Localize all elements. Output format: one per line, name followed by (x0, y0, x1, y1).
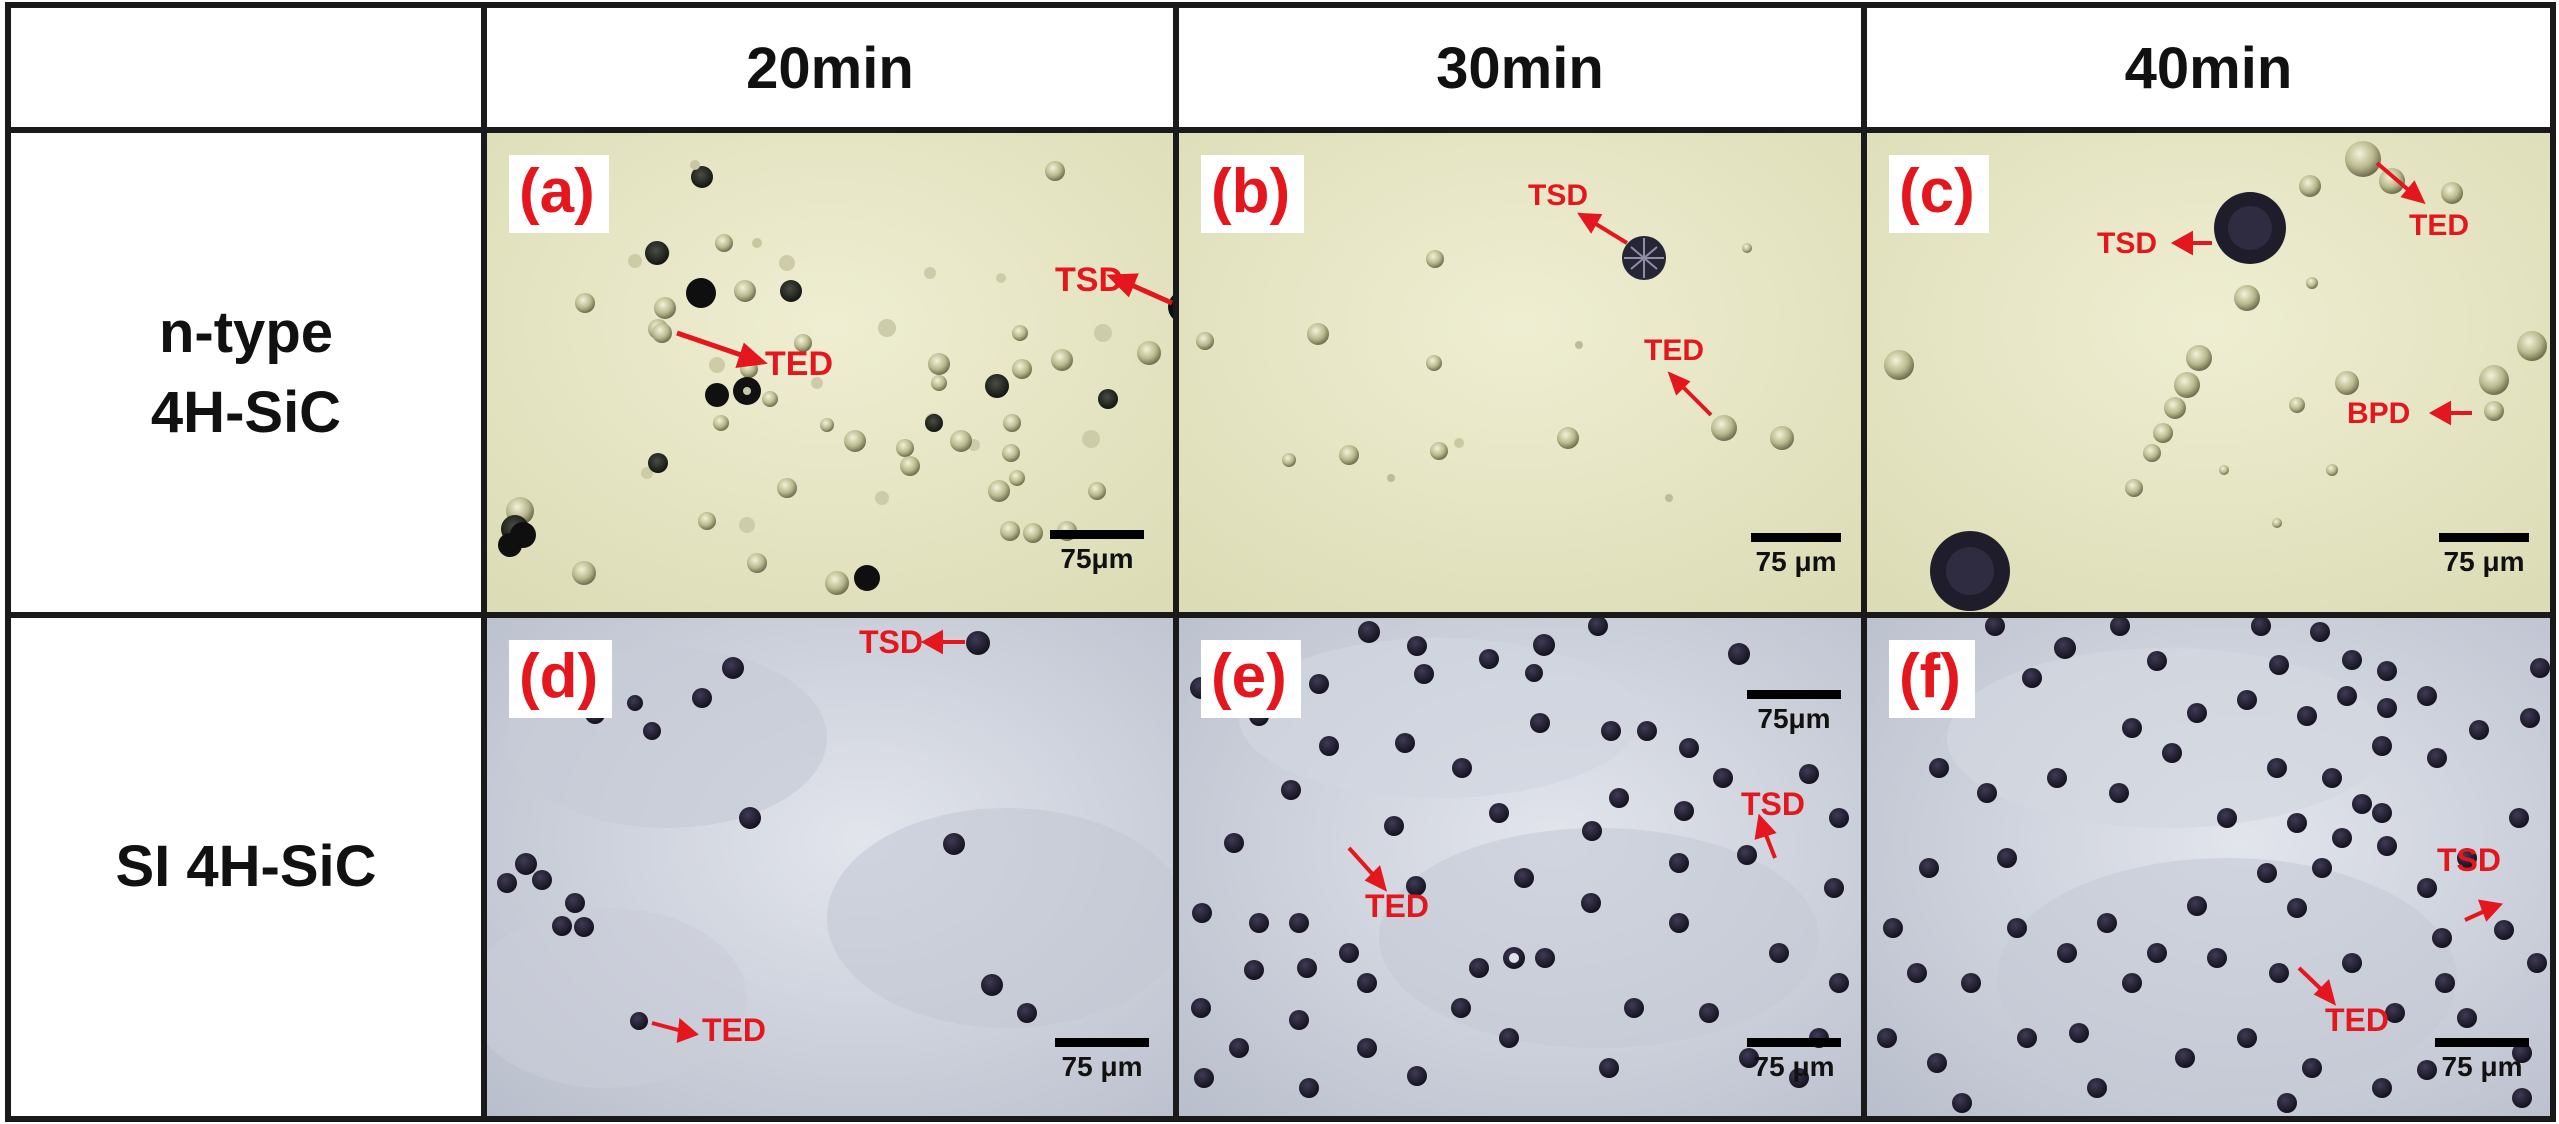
defect-label-tsd: TSD (1528, 179, 1588, 212)
micrograph-panel-e: (e) 75μm TSD TED 75 μm (1179, 618, 1861, 1116)
row-header-si: SI 4H-SiC (11, 618, 481, 1116)
column-header-20min: 20min (746, 35, 914, 101)
row-header-line1: n-type (159, 300, 333, 365)
panel-letter-c: (c) (1889, 155, 1989, 233)
scale-bar-label: 75 μm (2443, 546, 2525, 577)
scale-bar-d: 75 μm (1047, 1038, 1157, 1083)
micrograph-d-image (487, 618, 1173, 1116)
defect-label-tsd: TSD (2437, 842, 2501, 878)
micrograph-panel-a: (a) TSD TED 75μm (487, 133, 1173, 612)
row-header-line2: 4H-SiC (150, 380, 342, 445)
panel-letter-a: (a) (509, 155, 609, 233)
scale-bar-label: 75μm (1060, 543, 1134, 574)
scale-bar-label: 75μm (1757, 703, 1831, 734)
scale-bar-c: 75 μm (2429, 533, 2539, 578)
defect-label-ted: TED (1365, 888, 1429, 924)
micrograph-panel-d: (d) TSD TED 75 μm (487, 618, 1173, 1116)
defect-label-tsd: TSD (1741, 786, 1805, 822)
panel-letter-b: (b) (1201, 155, 1305, 233)
scale-bar-label: 75 μm (1753, 1051, 1835, 1082)
column-header-30min: 30min (1436, 35, 1604, 101)
micrograph-f-image (1867, 618, 2550, 1116)
panel-letter-e: (e) (1201, 640, 1301, 718)
micrograph-panel-f: (f) TSD TED 75 μm (1867, 618, 2550, 1116)
defect-label-ted: TED (702, 1012, 766, 1048)
defect-label-ted: TED (2409, 209, 2469, 242)
panel-letter-f: (f) (1889, 640, 1975, 718)
scale-bar-label: 75 μm (1755, 546, 1837, 577)
row-header-line1: SI 4H-SiC (115, 834, 377, 899)
micrograph-panel-c: (c) TED TSD BPD 75 μm (1867, 133, 2550, 612)
panel-letter-d: (d) (509, 640, 613, 718)
defect-label-ted: TED (2325, 1002, 2389, 1038)
defect-label-bpd: BPD (2347, 397, 2411, 430)
row-header-n-type: n-type 4H-SiC (11, 133, 481, 613)
scale-bar-e-top: 75μm (1739, 690, 1849, 735)
micrograph-panel-b: (b) TSD TED 75 μm (1179, 133, 1861, 612)
defect-label-tsd: TSD (1055, 261, 1123, 299)
column-header-40min: 40min (2124, 35, 2293, 101)
scale-bar-b: 75 μm (1741, 533, 1851, 578)
scale-bar-f: 75 μm (2427, 1038, 2537, 1083)
defect-label-tsd: TSD (859, 624, 923, 660)
defect-label-ted: TED (1644, 334, 1704, 367)
scale-bar-label: 75 μm (2441, 1051, 2523, 1082)
defect-label-tsd: TSD (2097, 227, 2157, 260)
scale-bar-a: 75μm (1047, 530, 1147, 575)
scale-bar-e: 75 μm (1739, 1038, 1849, 1083)
scale-bar-label: 75 μm (1061, 1051, 1143, 1082)
defect-label-ted: TED (765, 345, 833, 383)
micrograph-b-image (1179, 133, 1861, 612)
